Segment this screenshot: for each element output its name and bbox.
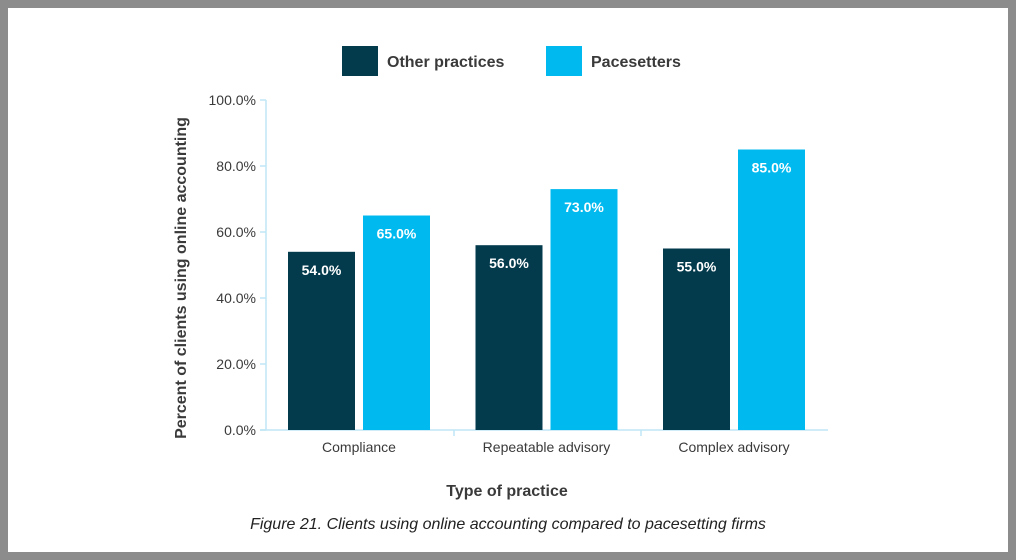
bars: 54.0% 65.0% 56.0% 73.0% 55.0% 85.0%: [288, 149, 805, 430]
bar-other-practices: [663, 248, 730, 430]
legend: Other practices Pacesetters: [342, 46, 681, 76]
bar-pacesetters: [738, 149, 805, 430]
legend-swatch: [342, 46, 378, 76]
legend-label: Pacesetters: [591, 54, 681, 71]
bar-other-practices: [288, 251, 355, 430]
x-category-label: Repeatable advisory: [483, 439, 611, 455]
bar-data-label: 56.0%: [489, 255, 529, 271]
legend-label: Other practices: [387, 54, 504, 71]
bar-data-label: 73.0%: [564, 199, 604, 215]
figure-caption: Figure 21. Clients using online accounti…: [250, 516, 766, 533]
chart-frame: Other practices Pacesetters 0.0% 20.0% 40.0…: [8, 8, 1008, 552]
bar-data-label: 65.0%: [377, 226, 417, 242]
y-axis-title: Percent of clients using online accounti…: [173, 117, 190, 439]
bar-pacesetters: [550, 189, 618, 430]
y-tick-label: 40.0%: [216, 290, 256, 306]
bar-data-label: 85.0%: [752, 160, 792, 176]
bar-data-label: 55.0%: [677, 259, 717, 275]
x-category-label: Complex advisory: [678, 439, 789, 455]
bar-other-practices: [475, 245, 543, 430]
y-tick-label: 20.0%: [216, 356, 256, 372]
y-tick-label: 100.0%: [209, 92, 256, 108]
x-axis-title: Type of practice: [446, 483, 568, 500]
y-tick-label: 0.0%: [224, 422, 256, 438]
bar-data-label: 54.0%: [302, 262, 342, 278]
bar-chart: Other practices Pacesetters 0.0% 20.0% 40.0…: [173, 46, 828, 533]
y-tick-label: 60.0%: [216, 224, 256, 240]
legend-swatch: [546, 46, 582, 76]
y-tick-label: 80.0%: [216, 158, 256, 174]
x-category-label: Compliance: [322, 439, 396, 455]
bar-pacesetters: [363, 215, 430, 430]
axes: 0.0% 20.0% 40.0% 60.0% 80.0% 100.0% Compliance…: [209, 92, 828, 455]
